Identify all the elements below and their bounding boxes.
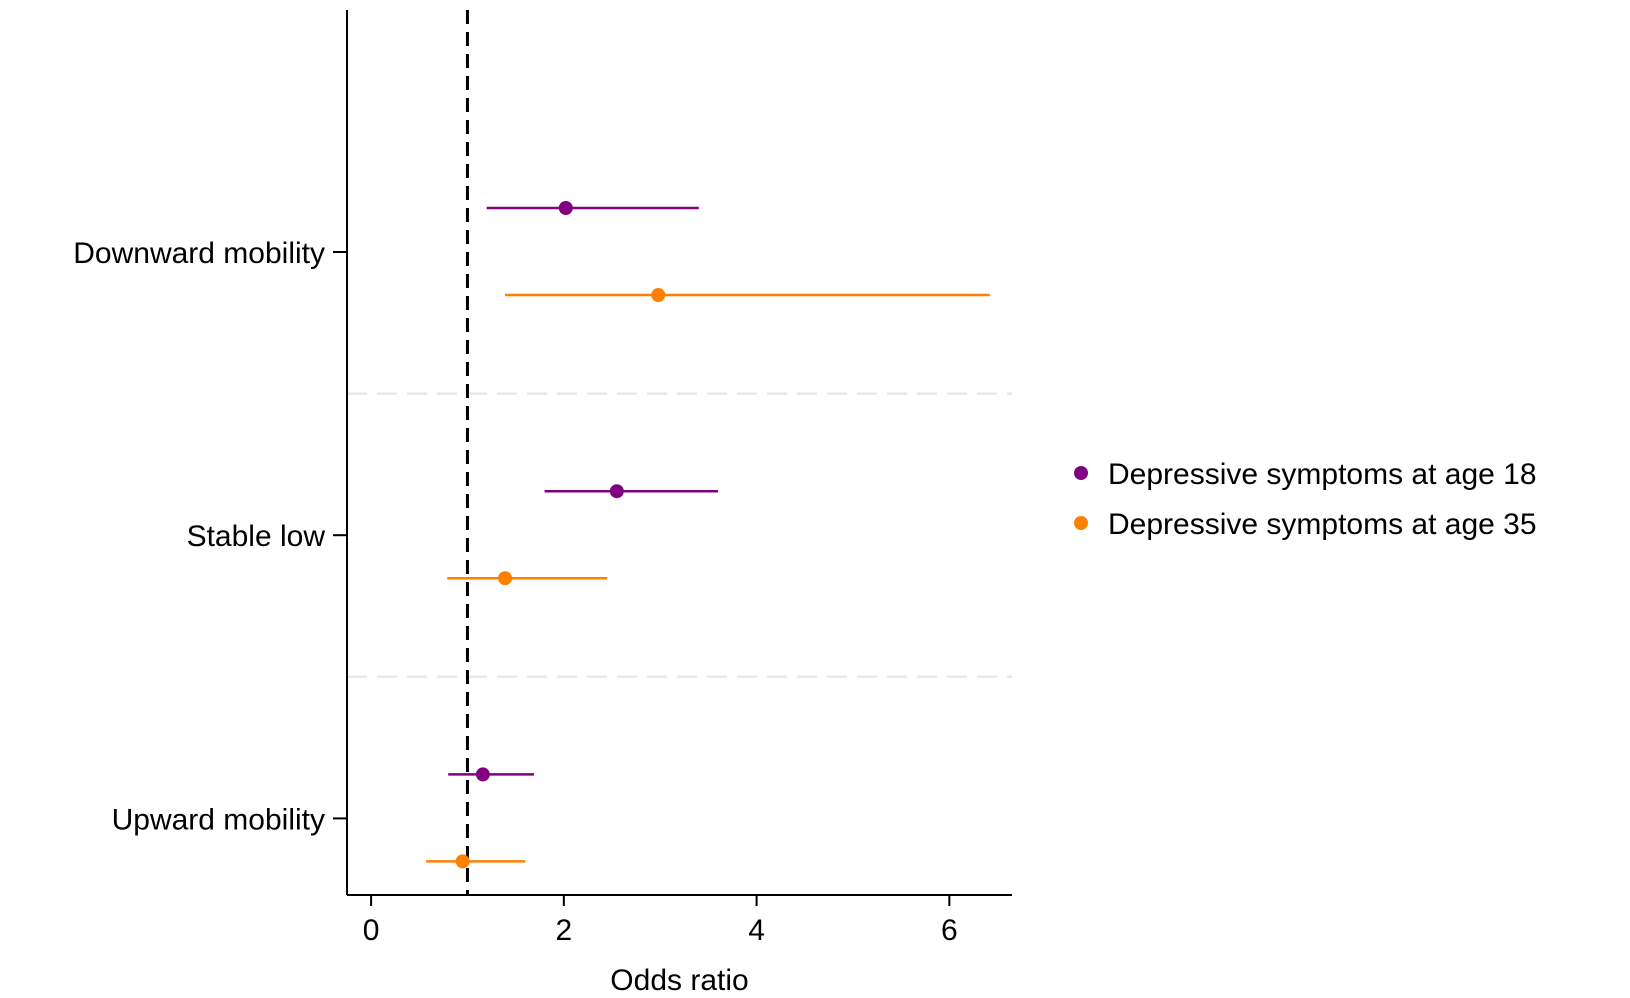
y-tick-label: Upward mobility [112,803,325,836]
x-tick-label: 0 [363,914,380,947]
x-axis-ticks: 0 2 4 6 [363,895,958,947]
chart-marks [426,201,990,869]
x-axis-title: Odds ratio [610,964,748,997]
y-tick-label: Stable low [187,520,326,553]
legend-marker [1074,466,1088,480]
point-estimate [455,854,470,869]
point-estimate [558,201,573,215]
point-estimate [475,767,490,782]
point-estimate [651,288,666,302]
point-estimate [609,484,624,499]
x-tick-label: 2 [556,914,573,947]
legend-marker [1074,516,1088,530]
point-estimate [498,571,513,586]
legend-label: Depressive symptoms at age 18 [1108,458,1537,491]
legend: Depressive symptoms at age 18 Depressive … [1074,458,1537,541]
legend-label: Depressive symptoms at age 35 [1108,508,1537,541]
category-separators [347,392,1012,679]
x-tick-label: 4 [748,914,765,947]
x-tick-label: 6 [941,914,958,947]
y-axis-ticks: Downward mobility Stable low Upward mobili… [73,237,347,836]
y-tick-label: Downward mobility [73,237,325,270]
